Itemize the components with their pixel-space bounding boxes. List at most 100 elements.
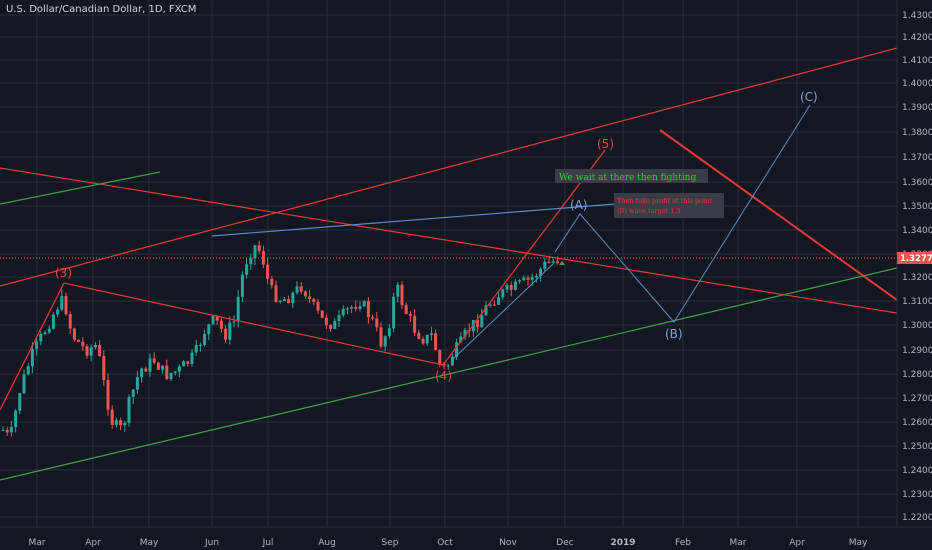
candle-body: [505, 285, 509, 290]
long-red-descending-line[interactable]: [0, 167, 898, 314]
candle-body: [98, 344, 102, 356]
candle-body: [228, 322, 232, 340]
time-tick-label: May: [140, 538, 159, 548]
candle-body: [463, 329, 467, 337]
candle-body: [480, 315, 484, 328]
candle-body: [366, 301, 370, 318]
candle-body: [429, 333, 433, 335]
time-tick-label: Jun: [204, 538, 219, 548]
candlestick-series: [1, 240, 559, 437]
wave-label-4[interactable]: (4): [435, 369, 452, 383]
candle-body: [354, 306, 358, 309]
candle-body: [513, 281, 517, 290]
candle-body: [555, 261, 559, 264]
candle-body: [287, 299, 291, 304]
candle-body: [362, 301, 366, 307]
candle-body: [312, 299, 316, 302]
time-tick-label: Apr: [789, 538, 805, 548]
candle-body: [35, 341, 39, 349]
time-tick-label: Mar: [730, 538, 747, 548]
projection-label-b[interactable]: (B): [665, 327, 683, 341]
note-green-text: We wait at there then fighting: [559, 173, 696, 183]
candle-body: [232, 321, 236, 323]
note-red-box[interactable]: [614, 193, 724, 218]
candle-body: [64, 295, 68, 315]
time-tick-label: 2019: [610, 538, 635, 548]
candle-body: [438, 350, 442, 364]
price-tick-label: 1.34000: [902, 226, 932, 236]
price-axis[interactable]: 1.43000 1.42000 1.41000 1.40000 1.39000 …: [896, 0, 932, 527]
candle-body: [56, 309, 60, 315]
chart-title: U.S. Dollar/Canadian Dollar, 1D, FXCM: [6, 4, 196, 15]
candle-body: [282, 299, 286, 301]
candle-body: [476, 319, 480, 328]
candle-body: [383, 336, 387, 347]
time-tick-label: May: [849, 538, 868, 548]
wave-path-red[interactable]: [0, 149, 606, 411]
candle-body: [530, 277, 534, 280]
price-tick-label: 1.38000: [902, 128, 932, 138]
wave-inner-blue-line[interactable]: [451, 263, 554, 361]
short-green-line[interactable]: [0, 171, 161, 205]
projection-label-c[interactable]: (C): [800, 90, 818, 104]
candle-body: [345, 308, 349, 310]
candle-body: [455, 342, 459, 357]
candle-body: [371, 317, 375, 319]
wave-label-5[interactable]: (5): [597, 137, 614, 151]
price-tick-label: 1.37000: [902, 153, 932, 163]
candle-body: [425, 334, 429, 344]
candle-body: [341, 308, 345, 316]
projection-abc-path[interactable]: [554, 104, 811, 323]
candle-body: [375, 318, 379, 328]
candle-body: [161, 365, 165, 370]
candle-body: [240, 274, 244, 298]
candle-body: [169, 372, 173, 380]
candle-body: [522, 277, 526, 281]
wave-label-3[interactable]: (3): [55, 266, 72, 280]
time-tick-label: Jul: [262, 538, 274, 548]
time-tick-label: Aug: [318, 538, 336, 548]
candle-body: [324, 317, 328, 326]
candle-body: [358, 306, 362, 309]
candle-body: [526, 277, 530, 280]
price-tick-label: 1.42000: [902, 33, 932, 43]
time-tick-label: Feb: [675, 538, 691, 548]
up-arrow-icon: [559, 261, 565, 265]
candle-body: [413, 315, 417, 333]
price-tick-label: 1.40000: [902, 79, 932, 89]
candle-body: [249, 258, 253, 265]
candle-body: [266, 264, 270, 279]
price-tick-label: 1.39000: [902, 103, 932, 113]
candle-body: [211, 316, 215, 325]
candle-body: [127, 396, 131, 423]
time-axis[interactable]: Mar Apr May Jun Jul Aug Sep Oct Nov Dec …: [0, 526, 932, 550]
candle-body: [22, 374, 26, 394]
candle-body: [245, 264, 249, 275]
candle-body: [9, 427, 13, 433]
candle-body: [236, 297, 240, 322]
candle-body: [194, 345, 198, 353]
price-tick-label: 1.25000: [902, 442, 932, 452]
candle-body: [77, 339, 81, 342]
candle-body: [387, 328, 391, 337]
lower-green-support-line[interactable]: [0, 267, 898, 481]
note-green-box[interactable]: [555, 169, 708, 183]
candle-body: [308, 296, 312, 300]
upper-red-channel-line[interactable]: [0, 47, 898, 287]
thick-red-descending-line[interactable]: [659, 129, 898, 301]
candle-body: [1, 429, 5, 431]
candle-body: [102, 355, 106, 381]
candle-body: [165, 365, 169, 380]
candle-body: [446, 365, 450, 367]
trend-lines: [0, 47, 898, 481]
candle-body: [148, 358, 152, 372]
blue-resistance-line[interactable]: [211, 203, 616, 237]
candle-body: [547, 261, 551, 263]
candle-body: [459, 336, 463, 343]
candle-body: [337, 315, 341, 322]
note-red-text-line2: (B) wave target 1.3: [617, 207, 681, 215]
candle-body: [39, 334, 43, 342]
candle-body: [93, 344, 97, 348]
projection-label-a[interactable]: (A): [570, 198, 588, 212]
